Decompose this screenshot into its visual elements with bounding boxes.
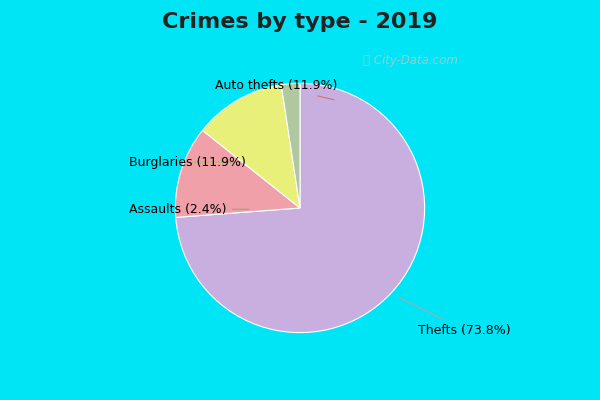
Text: Assaults (2.4%): Assaults (2.4%) (130, 203, 248, 216)
Wedge shape (281, 83, 300, 208)
Text: ⓘ City-Data.com: ⓘ City-Data.com (362, 54, 457, 67)
Text: Thefts (73.8%): Thefts (73.8%) (398, 297, 511, 336)
Wedge shape (175, 130, 300, 217)
Text: Burglaries (11.9%): Burglaries (11.9%) (130, 156, 247, 168)
Text: Auto thefts (11.9%): Auto thefts (11.9%) (215, 80, 337, 100)
Text: Crimes by type - 2019: Crimes by type - 2019 (163, 12, 437, 32)
Wedge shape (176, 83, 425, 333)
Wedge shape (202, 85, 300, 208)
